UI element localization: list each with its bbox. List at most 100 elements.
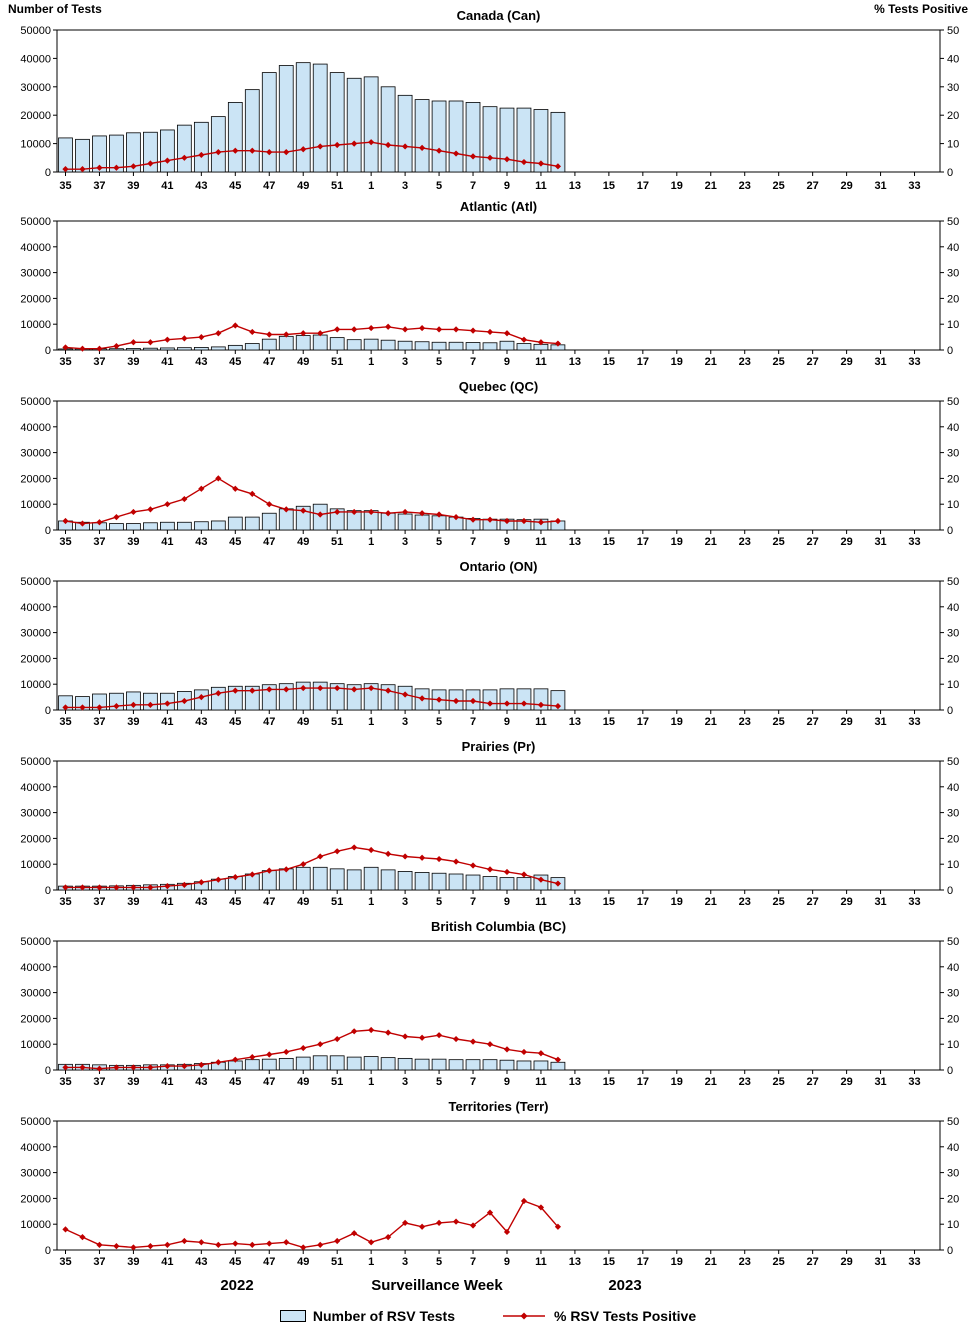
x-axis: 35 37 39 41 43 45 47 49 51 1 3 5 7 9 11 13 15 17 19 21 23 25 2… [59,710,921,728]
svg-text:3: 3 [402,1256,408,1268]
svg-text:0: 0 [45,345,51,357]
plot-area [56,400,941,531]
svg-text:33: 33 [908,1076,920,1088]
svg-text:40000: 40000 [20,782,51,794]
svg-text:9: 9 [504,716,510,728]
svg-text:10: 10 [947,319,959,331]
svg-text:19: 19 [671,356,683,368]
svg-text:5: 5 [436,716,442,728]
svg-text:17: 17 [637,356,649,368]
svg-text:47: 47 [263,536,275,548]
svg-text:0: 0 [947,345,953,357]
svg-text:49: 49 [297,180,309,192]
svg-text:50: 50 [947,576,959,588]
svg-text:13: 13 [569,1256,581,1268]
svg-text:33: 33 [908,356,920,368]
svg-text:21: 21 [705,1256,717,1268]
svg-text:9: 9 [504,896,510,908]
svg-text:1: 1 [368,896,374,908]
svg-text:3: 3 [402,896,408,908]
svg-text:49: 49 [297,1076,309,1088]
svg-text:41: 41 [161,356,173,368]
svg-text:0: 0 [45,1245,51,1257]
svg-text:45: 45 [229,180,241,192]
svg-text:9: 9 [504,356,510,368]
plot-area [56,940,941,1071]
svg-text:15: 15 [603,1076,615,1088]
svg-text:39: 39 [127,716,139,728]
svg-text:35: 35 [59,536,71,548]
svg-text:30: 30 [947,268,959,280]
svg-text:3: 3 [402,716,408,728]
y-axis-left: 0 10000 20000 30000 40000 50000 [20,396,57,537]
svg-text:7: 7 [470,716,476,728]
svg-text:30000: 30000 [20,628,51,640]
charts-container: Number of Tests % Tests Positive Canada (C… [8,2,968,1268]
svg-text:30: 30 [947,808,959,820]
svg-text:47: 47 [263,716,275,728]
x-axis: 35 37 39 41 43 45 47 49 51 1 3 5 7 9 11 13 15 17 19 21 23 25 2… [59,1070,921,1088]
svg-text:0: 0 [947,705,953,717]
svg-text:7: 7 [470,180,476,192]
svg-text:30: 30 [947,1168,959,1180]
plot-area [56,1120,941,1251]
svg-text:29: 29 [840,536,852,548]
svg-text:50: 50 [947,1116,959,1128]
svg-text:5: 5 [436,1076,442,1088]
svg-text:13: 13 [569,716,581,728]
line-swatch-icon [501,1310,547,1322]
x-axis-title-row: 2022 Surveillance Week 2023 [0,1275,976,1301]
svg-text:40000: 40000 [20,242,51,254]
svg-text:45: 45 [229,896,241,908]
svg-text:30000: 30000 [20,268,51,280]
svg-text:37: 37 [93,1076,105,1088]
legend-tests-label: Number of RSV Tests [312,1308,455,1324]
x-axis: 35 37 39 41 43 45 47 49 51 1 3 5 7 9 11 13 15 17 19 21 23 25 2… [59,1250,921,1268]
svg-text:39: 39 [127,180,139,192]
y-axis-right: 0 10 20 30 40 50 [940,756,959,897]
legend-item-tests: Number of RSV Tests [279,1308,455,1324]
svg-text:30000: 30000 [20,448,51,460]
svg-text:25: 25 [773,896,785,908]
svg-text:30000: 30000 [20,82,51,94]
svg-text:51: 51 [331,1076,343,1088]
svg-text:33: 33 [908,1256,920,1268]
left-axis-title: Number of Tests [8,2,102,16]
svg-text:31: 31 [874,356,886,368]
panel-title: Quebec (QC) [459,379,538,394]
y-axis-right: 0 10 20 30 40 50 [940,1116,959,1257]
svg-text:41: 41 [161,1076,173,1088]
svg-text:0: 0 [45,1065,51,1077]
x-axis: 35 37 39 41 43 45 47 49 51 1 3 5 7 9 11 13 15 17 19 21 23 25 2… [59,172,921,192]
svg-text:1: 1 [368,356,374,368]
svg-text:20: 20 [947,473,959,485]
x-axis: 35 37 39 41 43 45 47 49 51 1 3 5 7 9 11 13 15 17 19 21 23 25 2… [59,530,921,548]
svg-text:13: 13 [569,180,581,192]
svg-text:20000: 20000 [20,110,51,122]
svg-text:23: 23 [739,536,751,548]
svg-text:5: 5 [436,1256,442,1268]
svg-text:51: 51 [331,180,343,192]
svg-text:41: 41 [161,1256,173,1268]
svg-text:41: 41 [161,716,173,728]
svg-text:35: 35 [59,1256,71,1268]
svg-text:37: 37 [93,536,105,548]
svg-text:40: 40 [947,53,959,65]
svg-text:15: 15 [603,896,615,908]
svg-text:51: 51 [331,896,343,908]
svg-text:45: 45 [229,716,241,728]
svg-text:20: 20 [947,653,959,665]
svg-text:7: 7 [470,1076,476,1088]
svg-text:27: 27 [807,716,819,728]
bar-swatch-icon [279,1310,306,1322]
positivity-line [62,139,562,173]
svg-text:50: 50 [947,216,959,228]
svg-text:33: 33 [908,896,920,908]
y-axis-left: 0 10000 20000 30000 40000 50000 [20,576,57,717]
svg-text:30000: 30000 [20,1168,51,1180]
svg-text:3: 3 [402,1076,408,1088]
svg-text:30000: 30000 [20,988,51,1000]
svg-text:19: 19 [671,716,683,728]
svg-text:49: 49 [297,356,309,368]
positivity-line [62,322,562,352]
